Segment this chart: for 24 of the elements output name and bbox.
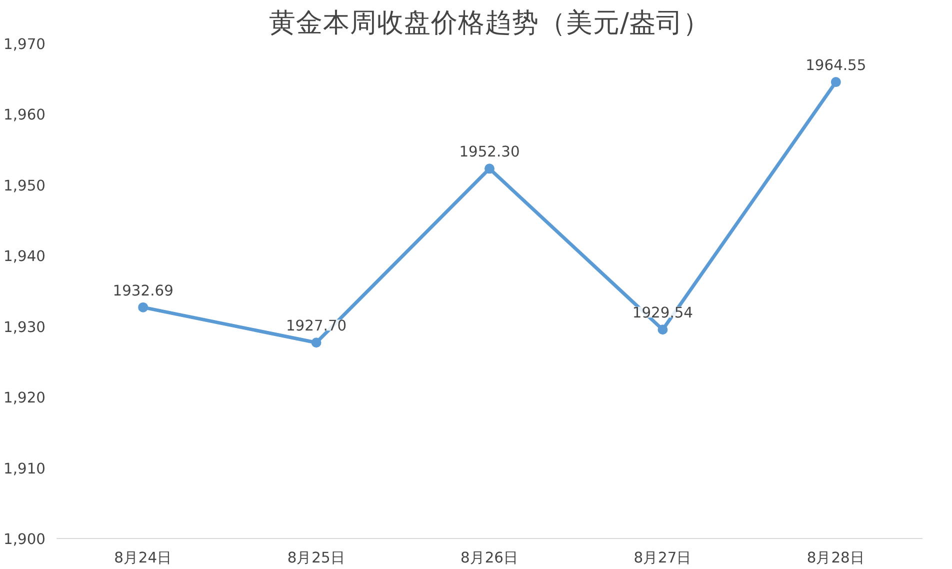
point bbox=[484, 164, 494, 174]
x-tick-label: 8月25日 bbox=[287, 550, 346, 566]
y-tick-label: 1,960 bbox=[4, 106, 46, 124]
text: 1932.69 bbox=[112, 282, 174, 300]
point bbox=[311, 338, 322, 348]
y-tick-label: 1,930 bbox=[4, 318, 46, 336]
y-tick-label: 1,900 bbox=[4, 531, 46, 548]
text: 1964.55 bbox=[806, 57, 866, 74]
chart-title: 黄金本周收盘价格趋势（美元/盎司） bbox=[269, 8, 710, 38]
x-tick-label: 8月28日 bbox=[806, 550, 865, 566]
y-tick-label: 1,910 bbox=[4, 460, 46, 478]
x-tick-label: 8月27日 bbox=[634, 550, 692, 566]
x-tick-label: 8月24日 bbox=[114, 550, 172, 566]
text: 1952.30 bbox=[459, 144, 520, 161]
text: 1929.54 bbox=[632, 304, 694, 322]
y-tick-label: 1,970 bbox=[4, 36, 46, 53]
text: 1927.70 bbox=[286, 318, 347, 335]
point bbox=[138, 302, 148, 312]
x-tick-label: 8月26日 bbox=[460, 550, 518, 566]
y-tick-label: 1,950 bbox=[4, 177, 46, 194]
point bbox=[658, 324, 668, 335]
point bbox=[830, 77, 841, 88]
y-tick-label: 1,920 bbox=[4, 390, 46, 407]
y-tick-label: 1,940 bbox=[4, 248, 46, 266]
